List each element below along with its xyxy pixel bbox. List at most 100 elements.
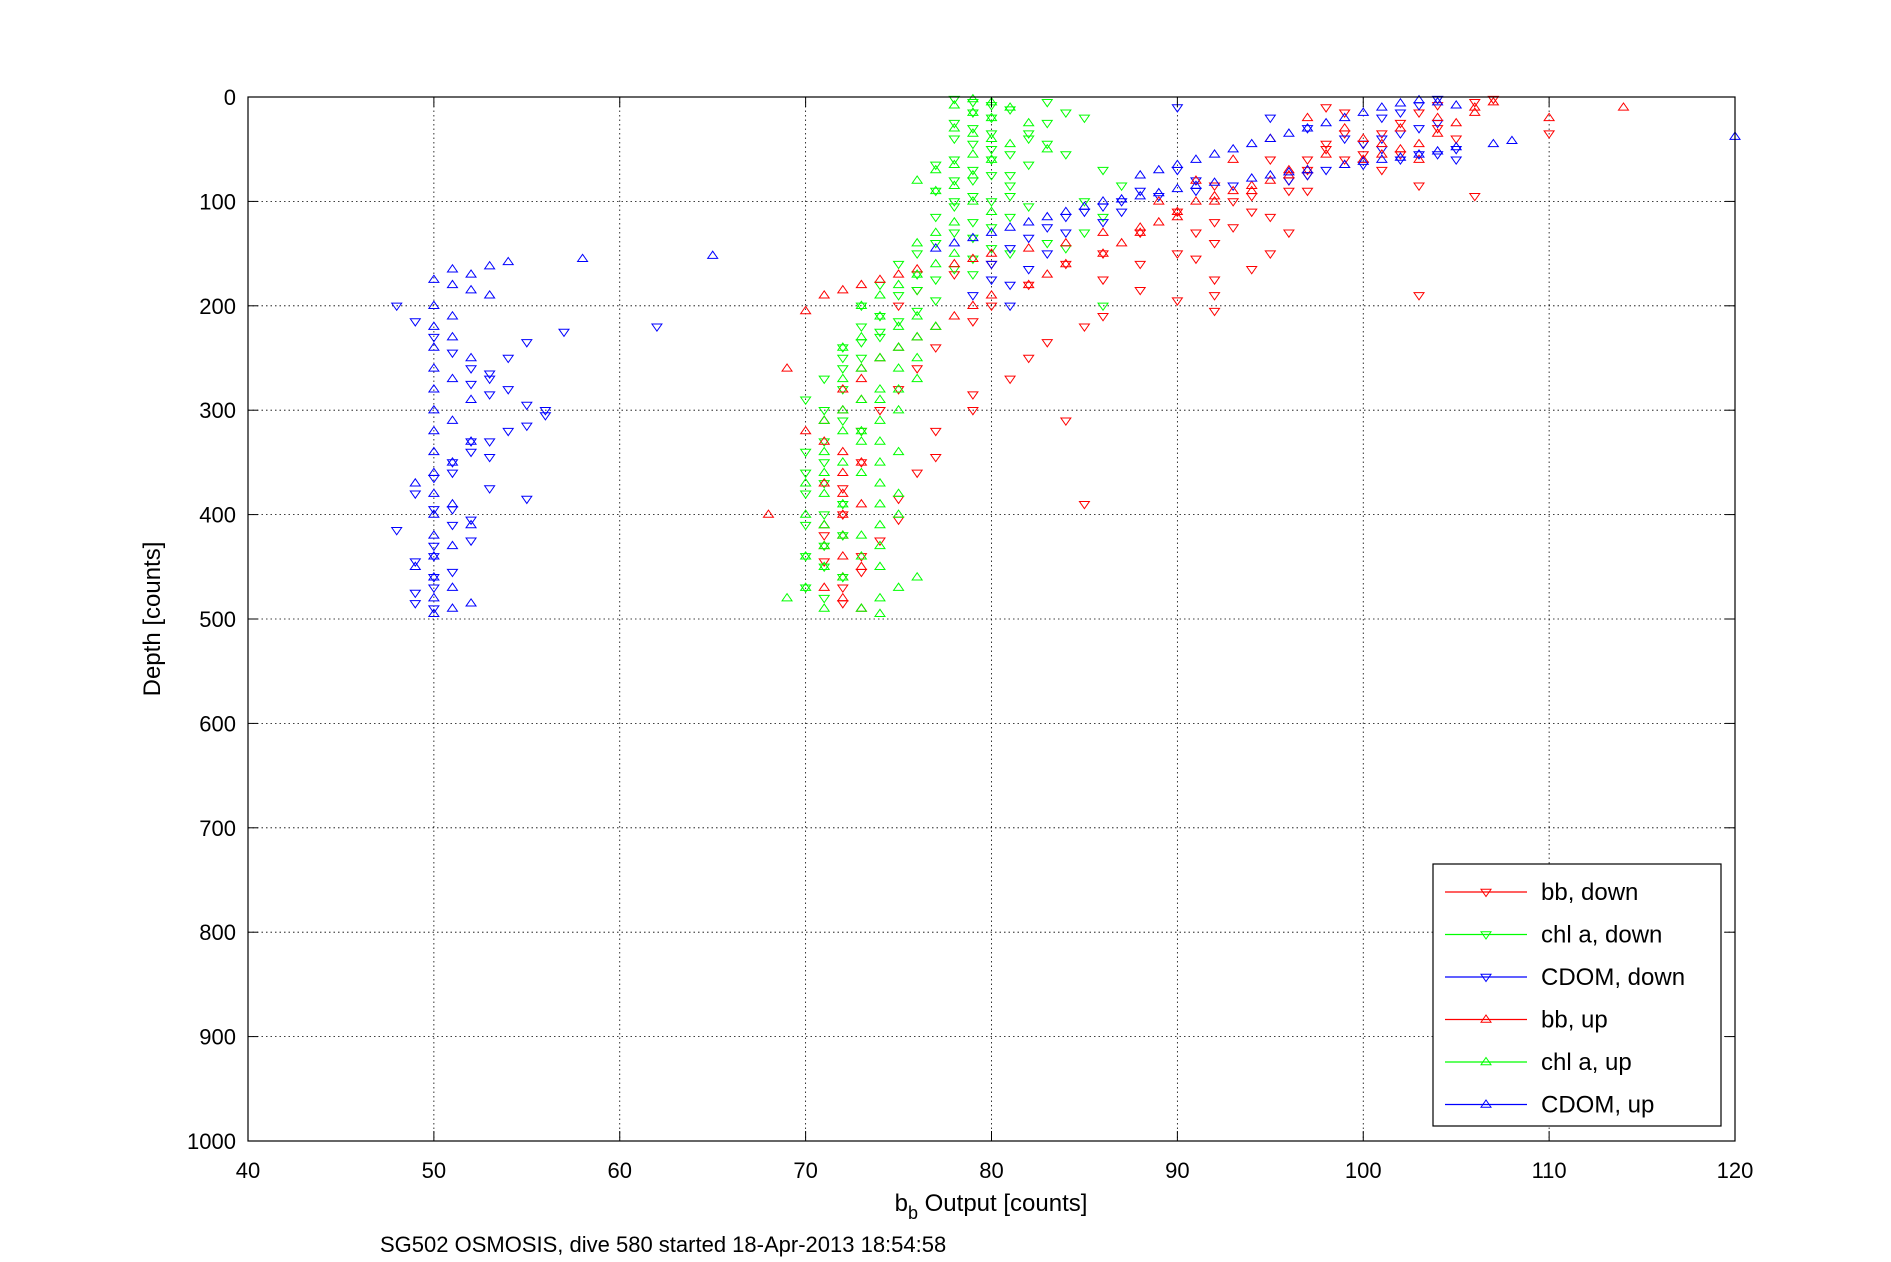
data-point: [1301, 156, 1314, 166]
data-point: [1320, 104, 1333, 113]
data-point: [409, 600, 422, 609]
data-point: [1320, 166, 1333, 176]
data-point: [929, 227, 942, 236]
data-point: [1059, 260, 1072, 270]
data-point: [483, 438, 496, 447]
data-point: [1450, 141, 1463, 151]
y-tick-labels: 0 100 200 300 400 500 600 700 800 900 1000: [187, 85, 236, 1154]
data-point: [1059, 206, 1072, 216]
data-point: [874, 310, 886, 320]
data-point: [911, 373, 924, 383]
data-point: [874, 540, 886, 550]
data-point: [1282, 164, 1295, 174]
data-point: [836, 488, 849, 497]
data-point: [1190, 229, 1202, 239]
data-point: [1041, 211, 1054, 221]
data-point: [1004, 375, 1017, 385]
data-point: [465, 438, 478, 447]
legend-marker: [1480, 931, 1492, 940]
data-point: [409, 318, 422, 327]
data-point: [1375, 130, 1388, 139]
data-point: [1375, 154, 1388, 163]
legend-label: chl a, down: [1541, 922, 1662, 949]
data-point: [818, 603, 831, 612]
data-point: [892, 386, 905, 395]
data-point: [929, 185, 942, 195]
legend-marker: [1480, 973, 1492, 983]
x-tick-label: 50: [422, 1158, 446, 1183]
data-point: [1357, 133, 1370, 142]
data-point: [409, 561, 422, 570]
data-point: [1134, 260, 1147, 270]
data-point: [1004, 138, 1017, 148]
data-point: [836, 550, 849, 560]
data-point: [1208, 149, 1221, 158]
data-point: [948, 180, 961, 189]
data-point: [446, 469, 459, 479]
data-point: [1431, 96, 1444, 106]
data-point: [1171, 250, 1184, 259]
data-point: [948, 310, 961, 320]
data-point: [1338, 135, 1351, 145]
data-point: [818, 488, 831, 497]
data-point: [1152, 192, 1165, 202]
data-point: [818, 446, 831, 456]
data-point: [1004, 172, 1017, 181]
data-point: [1078, 114, 1091, 124]
data-point: [465, 352, 478, 362]
data-point: [818, 477, 831, 487]
data-point: [855, 457, 868, 466]
data-point: [446, 373, 459, 383]
data-point: [1450, 117, 1463, 127]
data-point: [1190, 154, 1202, 163]
data-point: [818, 511, 831, 520]
data-point: [1227, 154, 1240, 163]
data-point: [1431, 112, 1444, 122]
data-point: [874, 519, 886, 529]
data-point: [1468, 107, 1481, 116]
data-point: [874, 407, 886, 416]
data-point: [465, 448, 478, 458]
data-point: [799, 550, 812, 560]
x-tick-label: 40: [236, 1158, 260, 1183]
data-point: [966, 196, 979, 205]
data-point: [1543, 130, 1556, 139]
data-point: [427, 509, 440, 518]
data-point: [911, 352, 924, 362]
data-point: [1004, 245, 1017, 254]
data-point: [1097, 166, 1109, 176]
data-point: [446, 349, 459, 359]
data-point: [874, 274, 886, 283]
data-point: [446, 582, 459, 591]
data-point: [799, 553, 812, 562]
data-point: [1450, 99, 1463, 109]
data-point: [1208, 182, 1221, 192]
data-point: [1338, 122, 1351, 132]
data-point: [1004, 182, 1017, 192]
data-point: [1617, 102, 1630, 111]
data-point: [446, 279, 459, 289]
y-tick-label: 300: [199, 398, 236, 423]
data-point: [1264, 169, 1277, 179]
data-point: [948, 248, 961, 257]
data-point: [855, 302, 868, 312]
data-point: [948, 95, 961, 105]
data-point: [1004, 151, 1017, 160]
data-point: [948, 237, 961, 247]
data-point: [446, 568, 459, 578]
data-point: [446, 459, 459, 468]
data-point: [948, 135, 961, 145]
data-point: [836, 511, 849, 520]
data-point: [1190, 180, 1202, 189]
grid: [248, 97, 1735, 1141]
data-point: [1097, 250, 1109, 259]
x-tick-label: 110: [1532, 1158, 1567, 1183]
data-point: [1190, 177, 1202, 186]
legend-label: CDOM, up: [1541, 1092, 1654, 1119]
data-point: [465, 597, 478, 607]
data-point: [818, 594, 831, 604]
data-point: [520, 401, 533, 411]
data-point: [836, 498, 849, 508]
data-point: [1301, 166, 1314, 176]
